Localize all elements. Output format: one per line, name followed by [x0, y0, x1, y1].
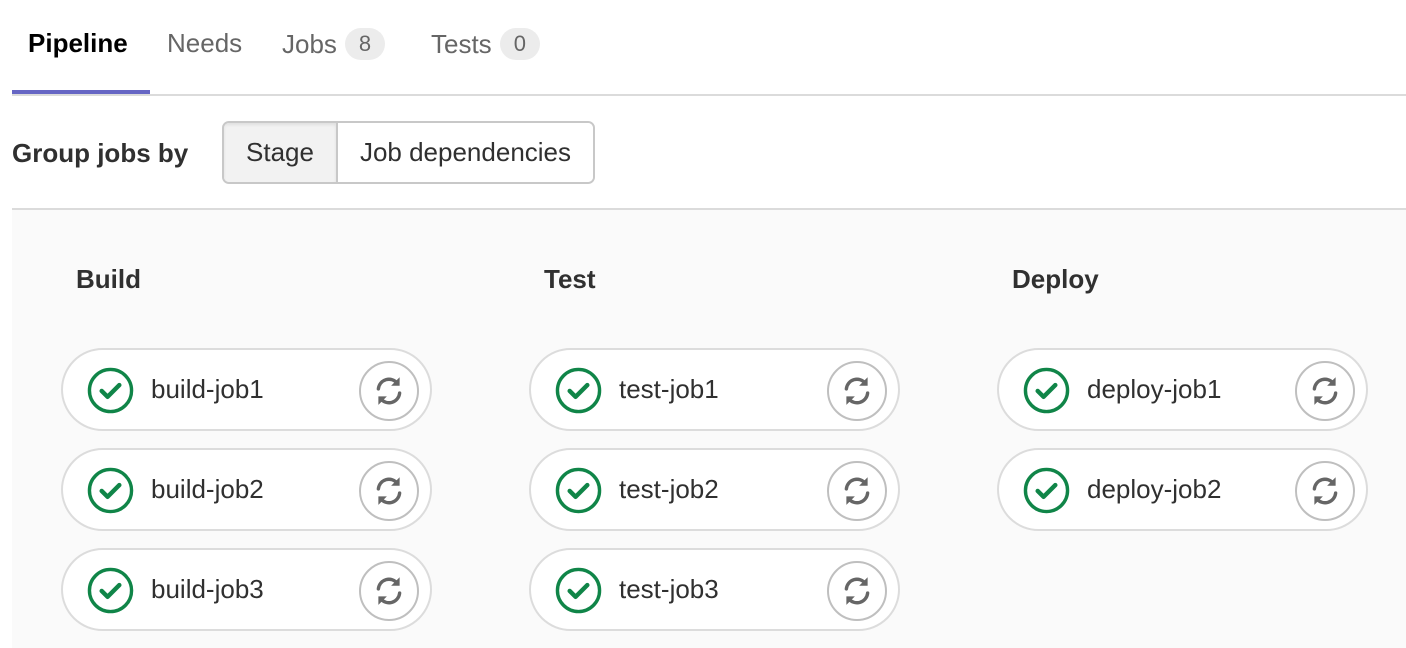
tab-label: Needs [167, 28, 243, 58]
retry-button[interactable] [359, 561, 419, 621]
job-name: deploy-job2 [1087, 474, 1222, 504]
status-success-icon [555, 567, 602, 614]
job-pill[interactable]: build-job3 [61, 548, 432, 631]
retry-icon [372, 374, 406, 408]
tab-label: Pipeline [28, 28, 128, 58]
active-tab-indicator [12, 90, 150, 94]
tab-label: Tests [431, 28, 492, 59]
retry-button[interactable] [1295, 361, 1355, 421]
job-pill[interactable]: deploy-job2 [997, 448, 1368, 531]
status-success-icon [87, 367, 134, 414]
retry-icon [1308, 474, 1342, 508]
group-jobs-by-label: Group jobs by [12, 138, 189, 168]
retry-button[interactable] [827, 561, 887, 621]
status-success-icon [1023, 467, 1070, 514]
status-success-icon [87, 467, 134, 514]
stage-title: Test [544, 264, 596, 294]
retry-button[interactable] [359, 361, 419, 421]
status-success-icon [87, 567, 134, 614]
retry-icon [840, 574, 874, 608]
status-success-icon [1023, 367, 1070, 414]
retry-button[interactable] [1295, 461, 1355, 521]
job-name: test-job3 [619, 574, 719, 604]
tab-jobs[interactable]: Jobs 8 [282, 28, 386, 60]
jobs-count-badge: 8 [344, 28, 386, 60]
job-pill[interactable]: build-job1 [61, 348, 432, 431]
status-success-icon [555, 367, 602, 414]
job-pill[interactable]: deploy-job1 [997, 348, 1368, 431]
pipeline-tabs: Pipeline Needs Jobs 8 Tests 0 [12, 0, 1406, 96]
job-name: build-job2 [151, 474, 264, 504]
retry-button[interactable] [827, 361, 887, 421]
retry-icon [840, 374, 874, 408]
tab-label: Jobs [282, 28, 337, 59]
job-name: build-job3 [151, 574, 264, 604]
tests-count-badge: 0 [499, 28, 540, 60]
retry-button[interactable] [827, 461, 887, 521]
retry-icon [372, 474, 406, 508]
group-by-toggle: Stage Job dependencies [222, 121, 596, 184]
job-pill[interactable]: test-job1 [529, 348, 900, 431]
job-pill[interactable]: build-job2 [61, 448, 432, 531]
group-by-stage-button[interactable]: Stage [224, 123, 338, 182]
tab-pipeline[interactable]: Pipeline [28, 28, 128, 59]
group-by-job-dependencies-button[interactable]: Job dependencies [337, 123, 594, 182]
stage-title: Deploy [1012, 264, 1099, 294]
status-success-icon [555, 467, 602, 514]
stage-title: Build [76, 264, 141, 294]
job-pill[interactable]: test-job2 [529, 448, 900, 531]
job-name: test-job2 [619, 474, 719, 504]
retry-icon [372, 574, 406, 608]
job-name: test-job1 [619, 374, 719, 404]
retry-icon [840, 474, 874, 508]
pipeline-graph: Build build-job1 build-job2 build-job3 Test t… [12, 208, 1406, 648]
retry-button[interactable] [359, 461, 419, 521]
job-name: deploy-job1 [1087, 374, 1222, 404]
job-name: build-job1 [151, 374, 264, 404]
tab-needs[interactable]: Needs [167, 28, 242, 59]
tab-tests[interactable]: Tests 0 [431, 28, 540, 60]
retry-icon [1308, 374, 1342, 408]
job-pill[interactable]: test-job3 [529, 548, 900, 631]
